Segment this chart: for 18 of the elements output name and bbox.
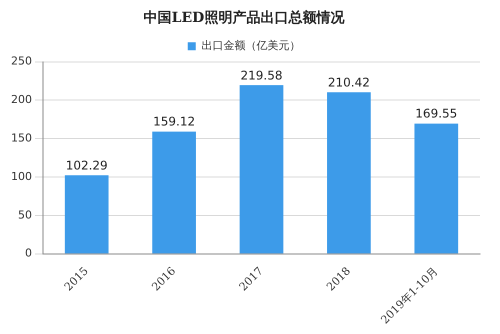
data-label: 219.58	[240, 68, 282, 82]
y-tick-label: 200	[10, 93, 32, 106]
bar	[64, 175, 109, 254]
y-tick-label: 150	[10, 131, 32, 144]
y-tick-label: 0	[24, 246, 32, 260]
data-label: 169.55	[415, 106, 458, 121]
data-label: 102.29	[66, 158, 108, 172]
chart-title: 中国LED照明产品出口总额情况	[144, 9, 346, 26]
legend-label: 出口金额（亿美元）	[201, 39, 300, 52]
bar	[414, 124, 458, 254]
y-tick-label: 50	[18, 208, 32, 222]
data-label: 159.12	[153, 114, 196, 129]
bar	[152, 132, 196, 254]
y-tick-label: 250	[10, 54, 32, 68]
data-label: 210.42	[328, 75, 370, 90]
y-tick-label: 100	[10, 170, 32, 183]
bar	[240, 85, 284, 254]
bar	[327, 92, 371, 254]
